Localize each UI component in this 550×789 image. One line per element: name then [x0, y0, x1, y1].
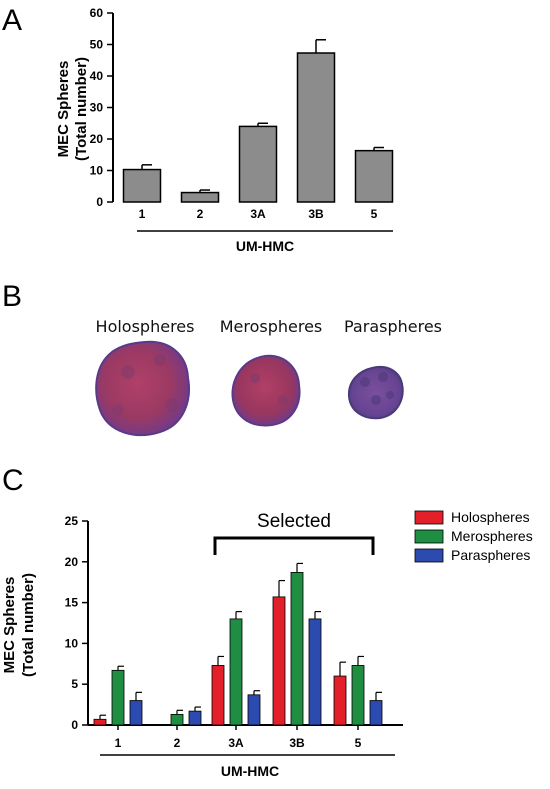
selected-annotation: Selected	[257, 511, 331, 532]
chart-a-category-label: 2	[197, 207, 204, 221]
chart-a: 0 10 20 30 40 50 60 1 2 3A 3B 5 UM-HMC MEC Spheres…	[55, 6, 394, 254]
chart-c-ytick-label: 5	[71, 677, 78, 691]
legend-swatch-holospheres	[414, 510, 444, 525]
chart-c-ytick-label: 15	[65, 596, 79, 610]
legend-label-merospheres: Merospheres	[451, 528, 533, 544]
chart-c-bars	[93, 562, 383, 726]
legend-swatch-paraspheres	[414, 548, 444, 563]
chart-a-ytick-label: 20	[90, 132, 104, 146]
chart-a-ytick-label: 30	[90, 101, 104, 115]
chart-a-ylabel-line1: MEC Spheres	[55, 61, 72, 158]
chart-a-group-label: UM-HMC	[236, 238, 294, 254]
chart-a-x-axis: 1 2 3A 3B 5	[139, 207, 378, 221]
chart-a-bar	[122, 168, 162, 203]
legend-swatch-merospheres	[414, 529, 444, 544]
chart-a-ytick-label: 0	[96, 195, 103, 209]
legend-label-holospheres: Holospheres	[451, 509, 530, 525]
panel-c-letter: C	[2, 464, 24, 497]
chart-c-x-axis: 1 2 3A 3B 5	[115, 725, 362, 750]
chart-a-bar	[238, 125, 278, 203]
merosphere-image	[231, 354, 301, 427]
chart-c-ylabel-line1: MEC Spheres	[1, 577, 18, 674]
chart-c-bar-merospheres	[351, 665, 365, 726]
chart-c-category-label: 3A	[228, 736, 244, 750]
chart-c-ytick-label: 0	[71, 718, 78, 732]
chart-c-bar-merospheres	[290, 572, 304, 726]
chart-c-bar-paraspheres	[188, 710, 202, 726]
chart-c-category-label: 2	[174, 736, 181, 750]
chart-c-bar-paraspheres	[129, 700, 143, 726]
parasphere-image	[347, 366, 404, 420]
panel-b-letter: B	[2, 280, 22, 313]
chart-c-legend: Holospheres Merospheres Paraspheres	[414, 509, 533, 563]
chart-c-bar-paraspheres	[247, 694, 261, 726]
chart-c-ytick-label: 10	[65, 636, 79, 650]
chart-a-bars	[122, 39, 394, 203]
chart-a-category-label: 3A	[250, 207, 266, 221]
panel-a-letter: A	[2, 4, 22, 37]
chart-a-ytick-label: 60	[90, 6, 104, 20]
chart-c-category-label: 3B	[289, 736, 305, 750]
holospheres-label: Holospheres	[96, 317, 195, 336]
chart-a-category-label: 5	[371, 207, 378, 221]
chart-c-ytick-label: 25	[65, 514, 79, 528]
legend-label-paraspheres: Paraspheres	[451, 547, 530, 563]
chart-a-ytick-label: 40	[90, 69, 104, 83]
chart-a-category-label: 3B	[308, 207, 324, 221]
chart-c-category-label: 5	[355, 736, 362, 750]
chart-a-bar	[180, 191, 220, 203]
chart-a-ylabel-line2: (Total number)	[73, 57, 90, 161]
chart-c-category-label: 1	[115, 736, 122, 750]
chart-c-bar-paraspheres	[308, 618, 322, 726]
chart-a-bar	[296, 52, 336, 203]
chart-a-bar	[354, 149, 394, 203]
sphere-images-panel: Holospheres Merospheres Paraspheres	[95, 317, 442, 436]
chart-a-category-label: 1	[139, 207, 146, 221]
chart-c-bar-merospheres	[170, 713, 184, 726]
chart-c: 0 5 10 15 20 25 1 2 3A 3B 5 Selected UM-HMC MEC S…	[1, 509, 533, 779]
holosphere-image	[95, 340, 190, 436]
chart-a-ytick-label: 50	[90, 38, 104, 52]
selected-bracket	[213, 536, 375, 555]
chart-c-ylabel-line2: (Total number)	[20, 573, 37, 677]
paraspheres-label: Paraspheres	[344, 317, 442, 336]
chart-c-bar-holospheres	[333, 675, 347, 726]
chart-c-bar-holospheres	[211, 665, 225, 726]
chart-c-bar-holospheres	[93, 718, 107, 726]
chart-c-bar-holospheres	[272, 596, 286, 726]
chart-c-ytick-label: 20	[65, 555, 79, 569]
chart-c-bar-paraspheres	[369, 700, 383, 726]
chart-c-bar-merospheres	[111, 669, 125, 726]
chart-a-y-axis: 0 10 20 30 40 50 60	[90, 6, 114, 209]
merospheres-label: Merospheres	[220, 317, 323, 336]
chart-a-ytick-label: 10	[90, 164, 104, 178]
chart-c-group-label: UM-HMC	[221, 763, 279, 779]
chart-c-bar-merospheres	[229, 618, 243, 726]
